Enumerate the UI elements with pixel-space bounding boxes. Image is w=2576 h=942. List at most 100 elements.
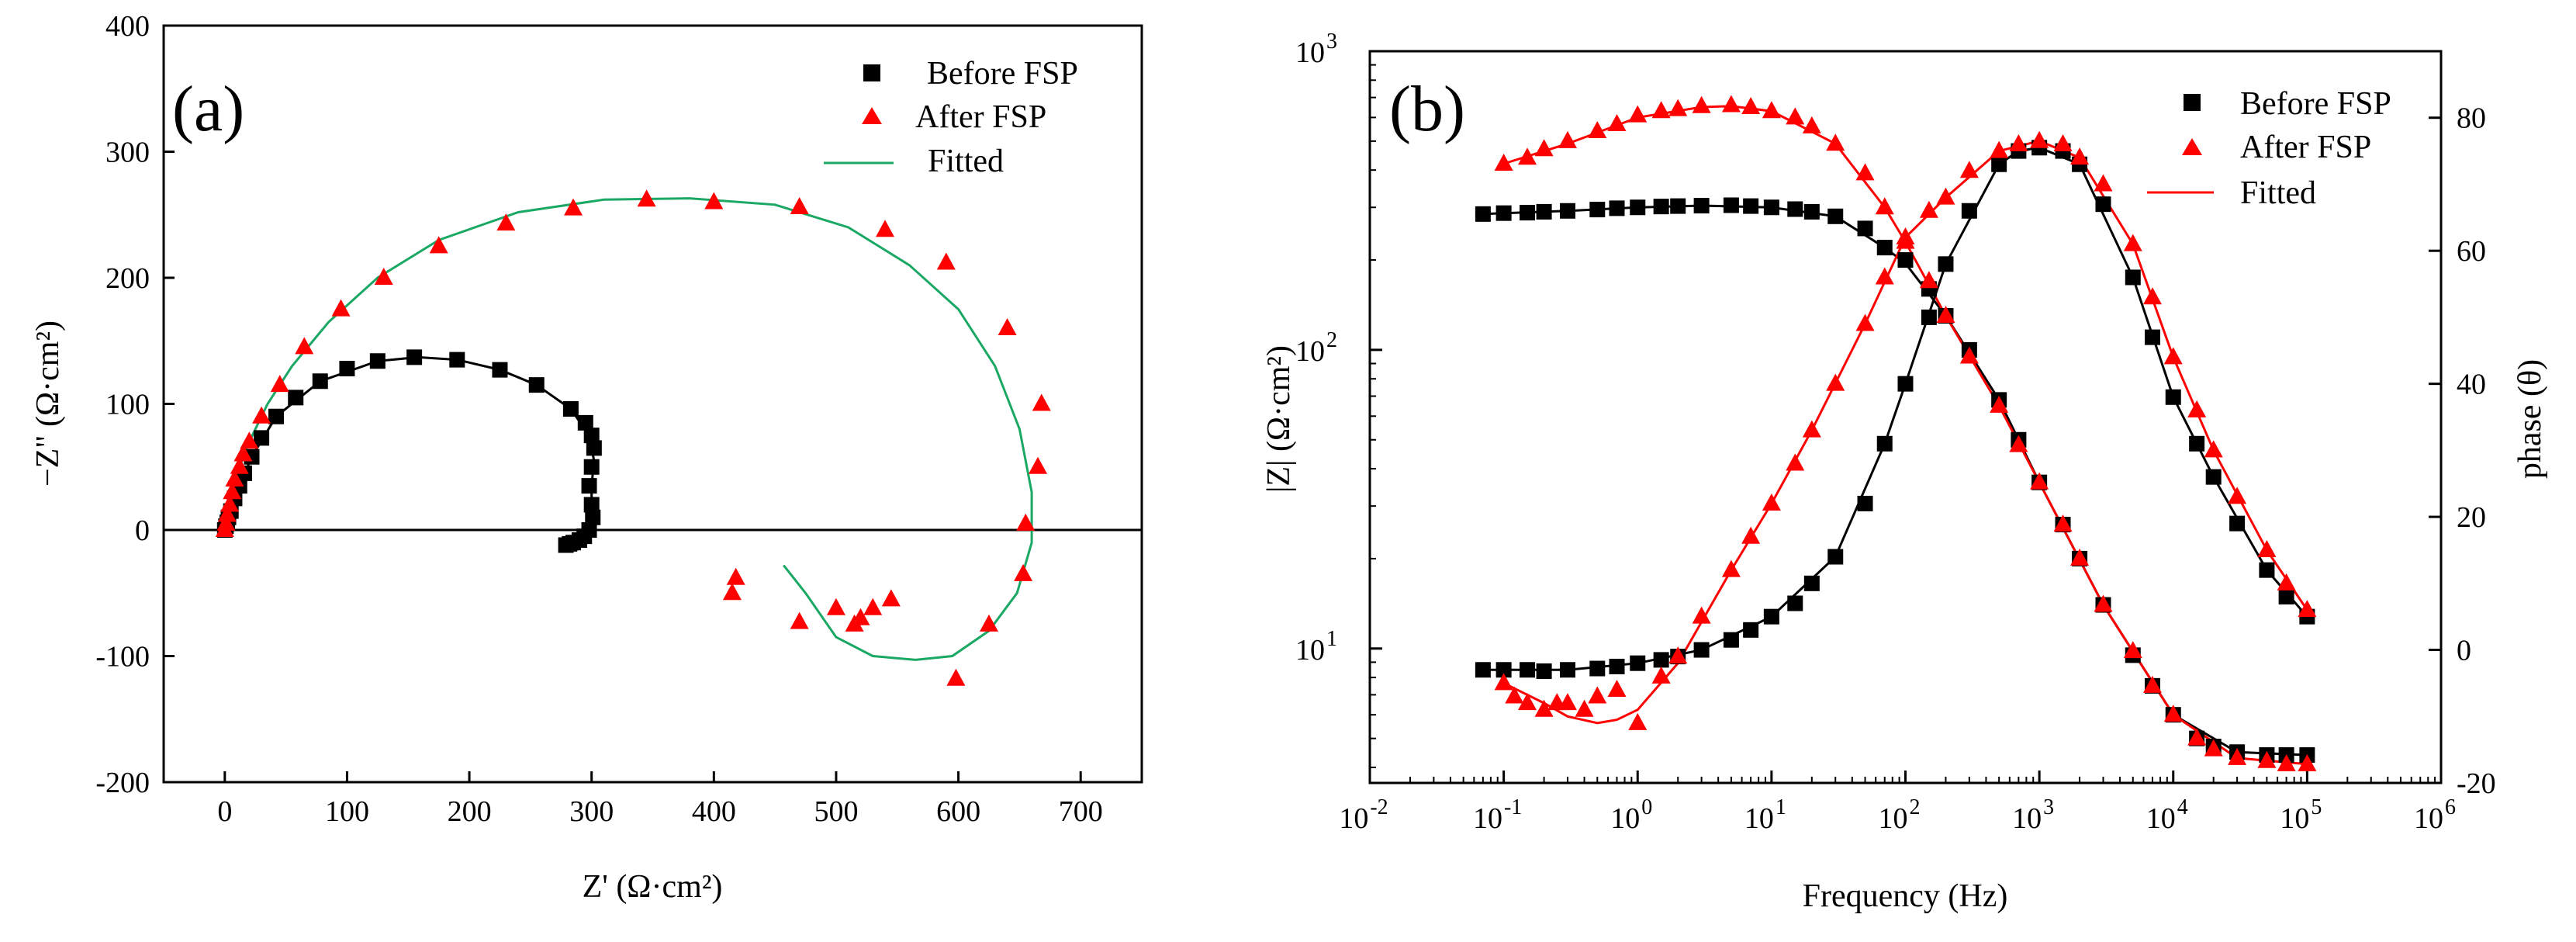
- data-point: [216, 513, 236, 531]
- data-point: [1721, 95, 1741, 113]
- data-point: [270, 375, 289, 393]
- data-point: [496, 213, 516, 231]
- data-point: [1653, 652, 1669, 668]
- x-tick-label: 100: [325, 795, 369, 828]
- x-tick-label: 106: [2414, 795, 2456, 835]
- data-point: [1534, 699, 1554, 717]
- data-point: [1668, 646, 1688, 664]
- x-tick-label: 104: [2146, 795, 2188, 835]
- data-point: [288, 390, 304, 406]
- data-point: [1518, 147, 1537, 165]
- data-point: [2228, 747, 2247, 765]
- data-point: [1693, 642, 1710, 658]
- data-point: [2259, 562, 2275, 578]
- data-point: [2070, 147, 2090, 165]
- data-point: [2187, 400, 2207, 417]
- data-point: [268, 408, 285, 424]
- x-tick-label: 300: [569, 795, 614, 828]
- y2-tick-label: 60: [2457, 235, 2486, 268]
- data-point: [1558, 693, 1577, 711]
- data-point: [1938, 256, 1954, 272]
- data-point: [1589, 660, 1606, 677]
- data-point: [1520, 662, 1536, 678]
- data-point: [1936, 187, 1955, 205]
- panel-a-legend-label-0: Before FSP: [927, 56, 1078, 92]
- x-tick-label: 10-1: [1473, 795, 1522, 835]
- data-point: [2229, 515, 2246, 532]
- data-point: [1559, 203, 1575, 219]
- series-line: [1482, 204, 2308, 757]
- data-point: [1876, 435, 1893, 452]
- data-point: [1876, 240, 1893, 256]
- data-point: [1896, 227, 1915, 245]
- data-point: [1787, 201, 1803, 217]
- data-point: [2094, 594, 2113, 612]
- panel-b-label: (b): [1389, 73, 1465, 145]
- data-point: [581, 478, 597, 494]
- data-point: [1575, 699, 1594, 717]
- data-point: [2125, 269, 2141, 286]
- data-point: [1786, 107, 1805, 125]
- data-point: [1520, 205, 1536, 221]
- data-point: [1787, 595, 1803, 611]
- data-point: [726, 567, 745, 585]
- data-point: [406, 349, 423, 365]
- data-point: [1743, 622, 1759, 638]
- data-point: [2070, 548, 2090, 566]
- x-tick-label: 101: [1744, 795, 1786, 835]
- data-point: [1827, 208, 1844, 224]
- data-point: [1936, 306, 1955, 324]
- data-point: [1802, 116, 1821, 133]
- data-point: [2009, 134, 2028, 152]
- x-tick-label: 200: [448, 795, 492, 828]
- data-point: [585, 509, 601, 525]
- y-tick-label: 400: [105, 10, 150, 43]
- data-point: [2143, 287, 2163, 305]
- data-point: [2123, 641, 2142, 659]
- data-point: [1588, 121, 1607, 139]
- data-point: [1721, 559, 1741, 577]
- data-point: [586, 440, 602, 456]
- data-point: [1016, 513, 1036, 531]
- data-point: [240, 431, 259, 449]
- data-point: [312, 373, 328, 390]
- data-point: [1723, 197, 1739, 213]
- data-point: [1495, 205, 1512, 221]
- data-point: [2163, 705, 2183, 722]
- data-point: [1959, 161, 1979, 178]
- panel-a-label: (a): [172, 73, 244, 145]
- panel-b-legend-label-1: After FSP: [2240, 130, 2371, 165]
- data-point: [339, 361, 355, 376]
- data-point: [1692, 606, 1711, 624]
- data-point: [217, 504, 237, 522]
- x-tick-label: 400: [692, 795, 736, 828]
- data-point: [1693, 198, 1710, 214]
- data-point: [1475, 662, 1491, 678]
- data-point: [1518, 693, 1537, 711]
- data-point: [1607, 113, 1627, 131]
- x-tick-label: 500: [814, 795, 858, 828]
- data-point: [1651, 101, 1671, 119]
- data-point: [2298, 753, 2317, 771]
- x-tick-label: 600: [936, 795, 980, 828]
- data-point: [583, 428, 600, 444]
- data-point: [1990, 140, 2009, 158]
- data-point: [2278, 588, 2294, 604]
- data-point: [1495, 662, 1512, 678]
- data-point: [2053, 134, 2073, 152]
- data-point: [1630, 199, 1646, 216]
- y-tick-label: 102: [1295, 328, 1337, 368]
- y-tick-label: 100: [105, 389, 150, 421]
- data-point: [881, 589, 901, 607]
- y-tick-label: 103: [1295, 29, 1337, 69]
- data-point: [637, 189, 656, 207]
- data-point: [1743, 198, 1759, 214]
- data-point: [1723, 632, 1739, 648]
- data-point: [704, 192, 724, 210]
- x-tick-label: 0: [217, 795, 232, 828]
- data-point: [1628, 712, 1648, 730]
- legend-marker-square: [863, 64, 880, 81]
- data-point: [1762, 493, 1781, 511]
- data-point: [1029, 456, 1048, 474]
